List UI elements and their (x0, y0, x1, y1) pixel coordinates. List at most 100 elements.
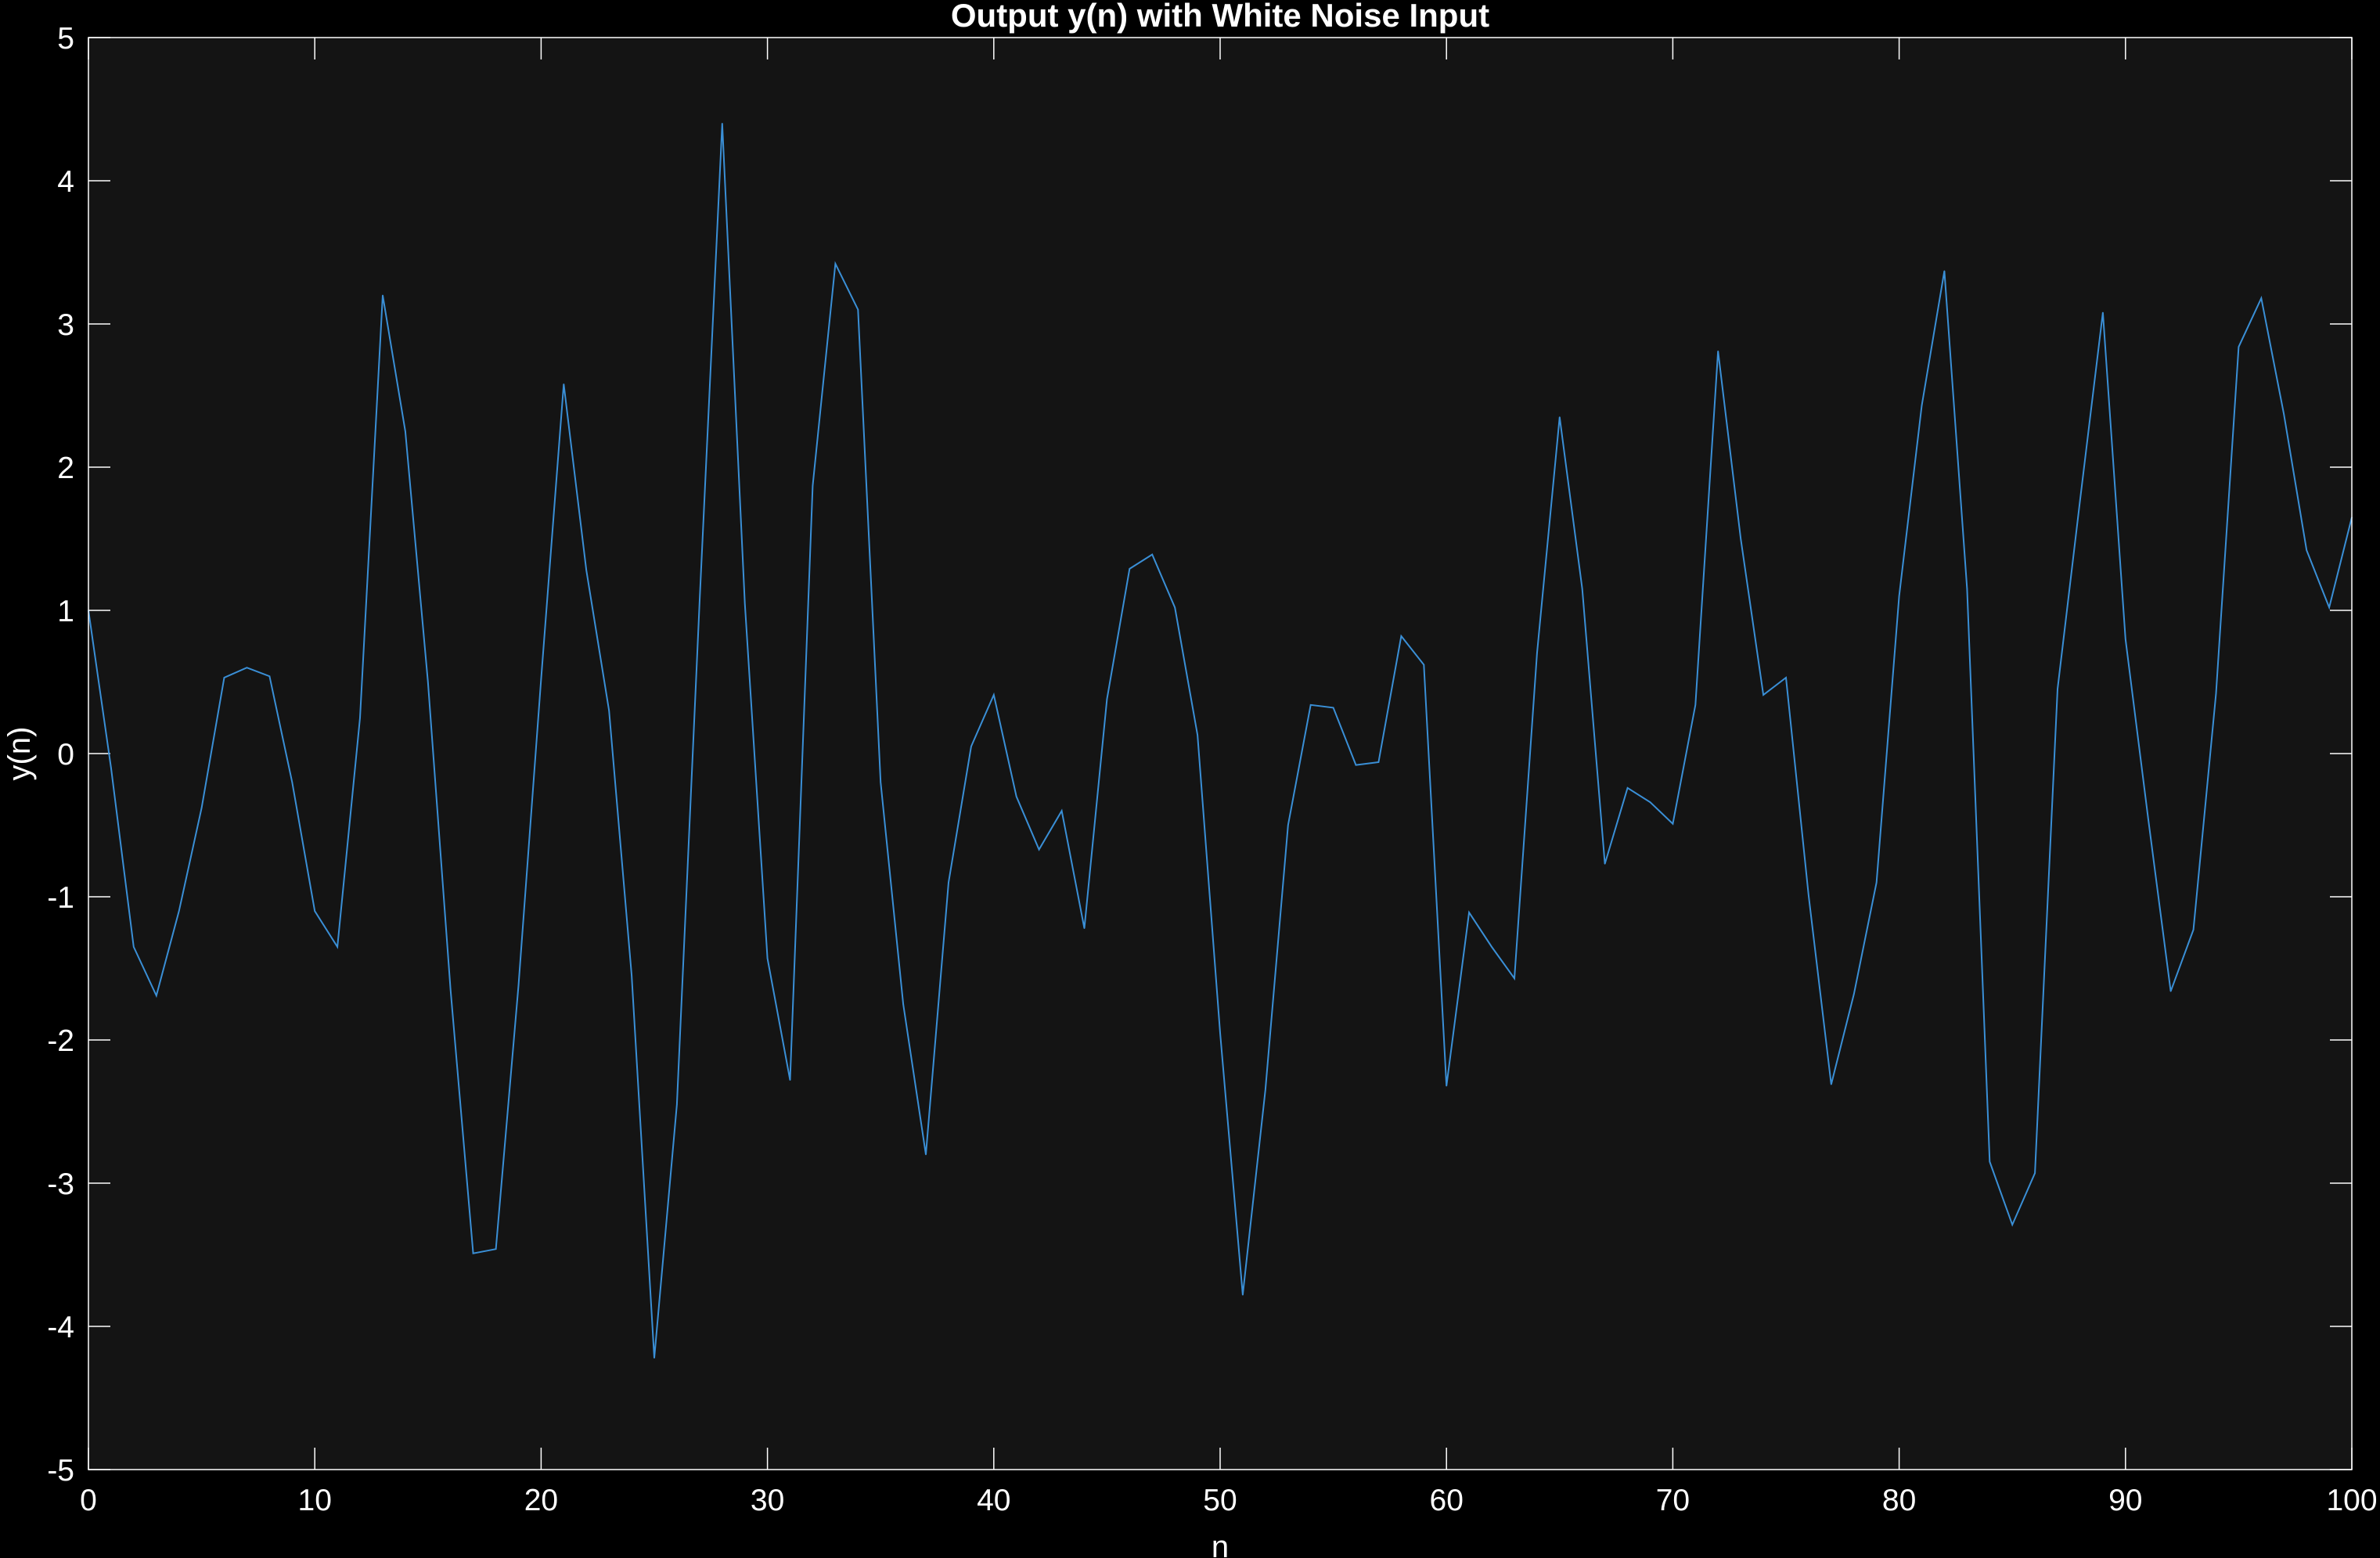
data-point (2283, 413, 2285, 416)
data-point (2147, 817, 2149, 819)
series-layer (88, 123, 2353, 1359)
data-point (1581, 588, 1583, 590)
data-point (563, 383, 565, 385)
data-point (1853, 993, 1855, 995)
data-point (1875, 881, 1878, 883)
data-point (608, 710, 610, 711)
data-point (722, 123, 723, 124)
data-point (1060, 810, 1063, 811)
x-tick-label: 30 (751, 1484, 784, 1517)
y-tick-label: 1 (57, 595, 74, 628)
data-point (1400, 635, 1402, 637)
data-point (1921, 405, 1923, 407)
data-point (1559, 416, 1561, 418)
x-tick-label: 20 (524, 1484, 558, 1517)
x-axis-label: n (1212, 1530, 1229, 1558)
data-point (970, 746, 972, 747)
data-point (1694, 704, 1697, 706)
x-tick-label: 40 (977, 1484, 1010, 1517)
data-point (880, 781, 881, 783)
data-point (2260, 297, 2263, 299)
data-point (133, 946, 135, 948)
data-point (993, 694, 995, 696)
data-point (1377, 761, 1380, 763)
data-point (902, 1003, 904, 1006)
data-point (2192, 929, 2195, 930)
data-point (1083, 927, 1086, 930)
y-tick-label: -5 (47, 1454, 74, 1488)
data-point (1989, 1160, 1991, 1163)
data-point (449, 989, 452, 991)
data-point (1423, 664, 1425, 666)
data-point (1740, 538, 1741, 540)
data-point (1265, 1089, 1266, 1091)
data-point (654, 1357, 655, 1359)
data-point (1129, 568, 1131, 570)
data-point (1717, 351, 1719, 352)
data-point (382, 294, 383, 297)
y-tick-label: -3 (47, 1168, 74, 1201)
y-tick-label: 3 (57, 308, 74, 342)
y-tick-label: 2 (57, 452, 74, 485)
data-point (1514, 977, 1515, 980)
data-point (1966, 588, 1968, 590)
data-point (1898, 595, 1900, 597)
data-point (2034, 1172, 2036, 1174)
x-tick-label: 60 (1430, 1484, 1464, 1517)
data-point (472, 1252, 474, 1254)
data-point (1197, 734, 1198, 736)
data-point (291, 781, 293, 783)
data-point (948, 881, 949, 883)
data-point (268, 675, 271, 677)
data-point (1332, 707, 1334, 709)
data-point (427, 681, 429, 683)
data-point (2079, 498, 2081, 500)
data-point (178, 910, 180, 912)
data-point (2011, 1224, 2013, 1225)
data-point (925, 1153, 927, 1156)
data-point (1106, 698, 1108, 700)
data-point (1808, 894, 1809, 896)
x-tick-label: 100 (2326, 1484, 2377, 1517)
data-point (495, 1248, 497, 1250)
data-point (631, 974, 632, 977)
data-point (1174, 606, 1176, 609)
data-point (2238, 346, 2240, 348)
data-point (1672, 822, 1674, 825)
data-point (1468, 912, 1470, 913)
y-tick-label: 0 (57, 738, 74, 772)
data-point (2125, 638, 2126, 640)
x-tick-label: 90 (2108, 1484, 2142, 1517)
data-point (699, 603, 700, 604)
data-point (1219, 1032, 1221, 1034)
data-point (812, 485, 814, 487)
y-tick-label: 4 (57, 165, 74, 199)
data-point (2328, 606, 2330, 609)
data-point (517, 984, 520, 987)
data-point (1038, 848, 1040, 851)
y-tick-label: 5 (57, 22, 74, 56)
x-tick-label: 80 (1882, 1484, 1916, 1517)
data-point (1604, 863, 1606, 865)
data-point (1831, 1083, 1832, 1085)
data-point (156, 995, 157, 997)
data-point (1536, 653, 1538, 654)
data-point (1287, 824, 1289, 826)
x-tick-label: 70 (1656, 1484, 1690, 1517)
y-tick-label: -4 (47, 1311, 74, 1344)
data-point (1355, 764, 1357, 766)
data-point (585, 570, 587, 571)
data-point (1015, 796, 1017, 797)
data-point (676, 1103, 678, 1106)
chart-title: Output y(n) with White Noise Input (951, 0, 1489, 34)
data-point (405, 430, 406, 433)
data-point (2306, 549, 2307, 551)
data-point (1649, 801, 1651, 803)
x-tick-label: 0 (80, 1484, 97, 1517)
data-point (314, 910, 316, 912)
data-point (540, 678, 542, 680)
y-axis-label: y(n) (2, 727, 37, 781)
data-point (1446, 1085, 1447, 1087)
